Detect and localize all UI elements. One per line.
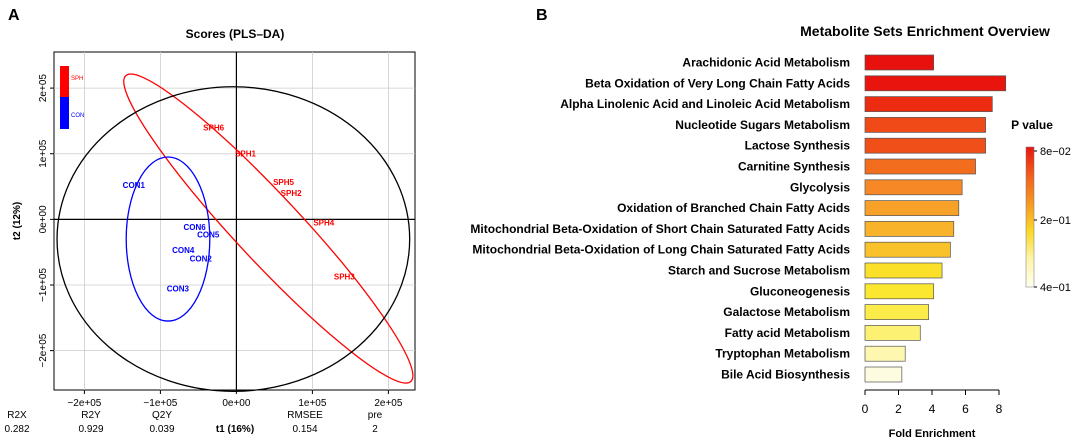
stats-header: Q2Y <box>152 410 172 421</box>
pvalue-tick-label: 8e−02 <box>1040 146 1071 158</box>
score-point: CON4 <box>172 246 195 255</box>
stats-table: R2X R2Y Q2Y RMSEE pre 0.282 0.929 0.039 0.154 2 <box>4 410 382 435</box>
enrichment-xtick-label: 8 <box>996 402 1003 416</box>
panel-a-letter: A <box>8 7 20 24</box>
score-point: CON2 <box>190 255 213 264</box>
score-point: SPH6 <box>203 123 224 132</box>
category-label: Arachidonic Acid Metabolism <box>682 56 850 70</box>
scores-ylabel: t2 (12%) <box>12 202 23 240</box>
scores-xtick-label: −2e+05 <box>67 398 101 409</box>
enrichment-bar <box>864 54 935 71</box>
score-point: SPH5 <box>273 178 294 187</box>
enrichment-xtick-label: 4 <box>929 402 936 416</box>
category-label: Mitochondrial Beta-Oxidation of Short Ch… <box>470 222 850 236</box>
pvalue-colorbar <box>1025 146 1035 288</box>
category-label: Carnitine Synthesis <box>738 160 850 174</box>
category-label: Tryptophan Metabolism <box>715 347 850 361</box>
legend-swatch-sph <box>60 66 69 97</box>
enrichment-bar <box>864 345 906 362</box>
pvalue-legend-title: P value <box>1011 118 1053 132</box>
stats-value: 0.929 <box>78 424 103 435</box>
ellipse-sph <box>123 73 414 384</box>
scores-ytick-label: −1e+05 <box>38 268 49 302</box>
scores-plot-frame <box>53 51 416 391</box>
category-label: Alpha Linolenic Acid and Linoleic Acid M… <box>560 97 850 111</box>
enrichment-bar <box>864 304 930 320</box>
category-label: Fatty acid Metabolism <box>725 326 850 340</box>
enrichment-bar <box>864 325 921 341</box>
scores-xtick-label: −1e+05 <box>143 398 177 409</box>
category-label: Galactose Metabolism <box>723 305 850 319</box>
stats-header: R2X <box>7 410 27 421</box>
enrichment-bar <box>864 137 986 154</box>
enrichment-xlabel: Fold Enrichment <box>889 428 976 440</box>
enrichment-xtick-label: 2 <box>895 402 902 416</box>
enrichment-bar <box>864 221 955 237</box>
pvalue-tick-label: 2e−01 <box>1040 215 1071 227</box>
stats-value: 0.154 <box>292 424 317 435</box>
legend-swatch-con <box>60 97 69 129</box>
scores-ytick-label: 1e+05 <box>38 139 49 168</box>
category-label: Mitochondrial Beta-Oxidation of Long Cha… <box>472 243 850 257</box>
enrichment-bar <box>864 158 976 175</box>
stats-header: RMSEE <box>287 410 323 421</box>
category-label: Bile Acid Biosynthesis <box>721 368 850 382</box>
stats-value: 0.282 <box>4 424 29 435</box>
ellipse-t2 <box>56 86 411 392</box>
enrichment-bar <box>864 262 943 279</box>
ellipse-con <box>125 156 211 322</box>
scores-ytick-label: 2e+05 <box>38 74 49 103</box>
enrichment-bar <box>864 179 963 196</box>
score-point: CON6 <box>183 223 206 232</box>
scores-ytick-label: −2e+05 <box>38 333 49 367</box>
enrichment-bar <box>864 366 903 383</box>
scores-xtick-label: 2e+05 <box>374 398 403 409</box>
score-point: SPH3 <box>334 272 355 281</box>
category-label: Beta Oxidation of Very Long Chain Fatty … <box>585 76 850 90</box>
enrichment-bar <box>864 283 935 300</box>
stats-value: 2 <box>372 424 378 435</box>
score-point: SPH1 <box>235 150 256 159</box>
category-label: Nucleotide Sugars Metabolism <box>675 118 850 132</box>
legend-label-con: CON <box>71 113 84 119</box>
score-point: SPH4 <box>313 219 334 228</box>
score-point: CON5 <box>197 230 220 239</box>
stats-value: 0.039 <box>149 424 174 435</box>
panel-b-letter: B <box>536 7 548 24</box>
pvalue-legend: P value 8e−02 2e−01 4e−01 <box>1011 118 1071 294</box>
enrichment-xtick-label: 0 <box>862 402 869 416</box>
score-point: CON1 <box>123 181 146 190</box>
scores-title: Scores (PLS–DA) <box>186 27 285 41</box>
category-label: Starch and Sucrose Metabolism <box>668 264 850 278</box>
scores-xlabel: t1 (16%) <box>216 424 254 435</box>
legend-label-sph: SPH <box>71 76 83 82</box>
stats-header: R2Y <box>81 410 101 421</box>
enrichment-title: Metabolite Sets Enrichment Overview <box>800 23 1050 39</box>
scores-plot: −2e+05 −1e+05 0e+00 1e+05 2e+05 −2e+05 −1e+05 0… <box>38 51 416 409</box>
enrichment-bar <box>864 241 951 258</box>
pvalue-tick-label: 4e−01 <box>1040 282 1071 294</box>
enrichment-xtick-label: 6 <box>962 402 969 416</box>
scores-xtick-label: 0e+00 <box>222 398 251 409</box>
scores-ytick-label: 0e+00 <box>38 205 49 234</box>
enrichment-plot: Arachidonic Acid Metabolism Beta Oxidatio… <box>470 54 1007 416</box>
category-label: Oxidation of Branched Chain Fatty Acids <box>617 201 850 215</box>
category-label: Lactose Synthesis <box>745 139 851 153</box>
score-point: CON3 <box>167 284 190 293</box>
enrichment-bar <box>864 75 1007 92</box>
enrichment-bar <box>864 117 986 133</box>
enrichment-bar <box>864 200 960 216</box>
enrichment-bar <box>864 96 993 112</box>
scores-xtick-label: 1e+05 <box>298 398 327 409</box>
category-label: Glycolysis <box>790 180 850 194</box>
stats-header: pre <box>368 410 383 421</box>
score-point: SPH2 <box>281 189 302 198</box>
category-label: Gluconeogenesis <box>750 284 850 298</box>
